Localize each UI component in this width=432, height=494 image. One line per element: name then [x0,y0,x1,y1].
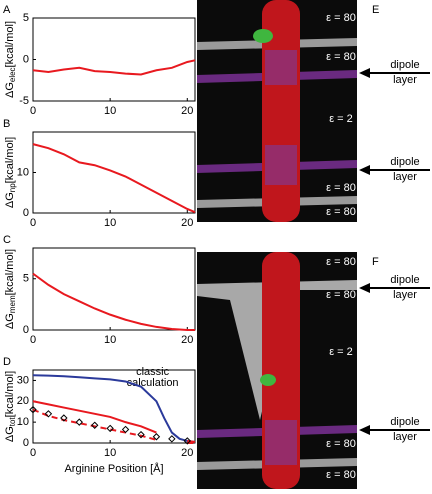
y-tick-label: 0 [23,207,29,219]
y-label-part: tot [8,417,17,427]
epsilon-label: ε = 80 [326,182,356,194]
data-point [75,418,83,426]
arrow-head [359,425,370,435]
y-label-part: elec [8,67,17,82]
data-point [91,421,99,429]
panel-label: A [3,4,11,16]
y-axis-label: ΔGtot[kcal/mol] [4,371,17,442]
x-tick-label: 0 [30,105,36,117]
image-label: E [372,4,379,16]
dipole-label: dipole layer [390,59,419,86]
x-tick-label: 10 [104,217,116,229]
dipole-label: dipole layer [390,274,419,301]
image-panel-e [197,0,357,222]
data-line [32,59,196,76]
y-tick-label: 0 [23,324,29,336]
data-line [32,400,196,443]
epsilon-label: ε = 80 [326,438,356,450]
data-point [152,433,161,441]
x-axis-label: Arginine Position [Å] [64,462,163,475]
y-label-part: mem [8,295,17,313]
epsilon-label: ε = 80 [326,51,356,63]
y-tick-label: 30 [17,374,29,386]
epsilon-label: ε = 2 [329,346,353,358]
y-tick-label: 0 [23,53,29,65]
data-point [44,410,53,418]
x-tick-label: 0 [30,334,36,346]
y-label-part: ΔG [4,82,16,98]
dipole-label: dipole layer [390,416,419,443]
y-axis-label: ΔGnp[kcal/mol] [4,137,17,208]
data-point [29,405,37,414]
dipole-label: dipole layer [390,156,419,183]
data-point [183,437,191,445]
panel-label: B [3,118,10,130]
arrow-head [359,165,370,175]
x-tick-label: 20 [181,217,193,229]
data-point [60,414,68,422]
x-tick-label: 10 [104,447,116,459]
y-tick-label: 5 [23,273,29,285]
x-tick-label: 0 [30,447,36,459]
data-point [168,435,176,443]
y-label-part: [kcal/mol] [4,249,16,295]
epsilon-label: ε = 80 [326,12,356,24]
image-panel-f [197,252,357,489]
arrow-head [359,283,370,293]
x-tick-label: 20 [181,105,193,117]
plot-frame [32,247,196,331]
x-tick-label: 10 [104,334,116,346]
annotation: classic calculation [127,366,179,389]
arrow-head [359,68,370,78]
y-tick-label: 0 [23,437,29,449]
y-tick-label: 20 [17,395,29,407]
y-axis-label: ΔGelec[kcal/mol] [4,21,17,98]
y-axis-label: ΔGmem[kcal/mol] [4,249,17,329]
panel-label: C [3,234,11,246]
y-label-part: ΔG [4,192,16,208]
y-label-part: [kcal/mol] [4,137,16,183]
y-tick-label: 10 [17,416,29,428]
epsilon-label: ε = 80 [326,289,356,301]
epsilon-label: ε = 2 [329,113,353,125]
y-tick-label: -5 [19,95,29,107]
plot-frame [32,17,196,102]
y-label-part: [kcal/mol] [4,21,16,67]
data-point [121,425,130,434]
epsilon-label: ε = 80 [326,469,356,481]
y-tick-label: 10 [17,166,29,178]
data-line [32,272,195,331]
x-tick-label: 10 [104,105,116,117]
image-label: F [372,256,379,268]
data-line [32,143,196,214]
data-line [32,408,195,444]
data-point [137,430,145,439]
y-label-part: [kcal/mol] [4,371,16,417]
epsilon-label: ε = 80 [326,256,356,268]
data-point [106,424,114,433]
y-tick-label: 5 [23,12,29,24]
panel-label: D [3,356,11,368]
y-label-part: ΔG [4,426,16,442]
y-label-part: ΔG [4,313,16,329]
x-tick-label: 0 [30,217,36,229]
x-tick-label: 20 [181,447,193,459]
data-line [32,374,196,443]
y-label-part: np [8,183,17,192]
x-tick-label: 20 [181,334,193,346]
epsilon-label: ε = 80 [326,206,356,218]
